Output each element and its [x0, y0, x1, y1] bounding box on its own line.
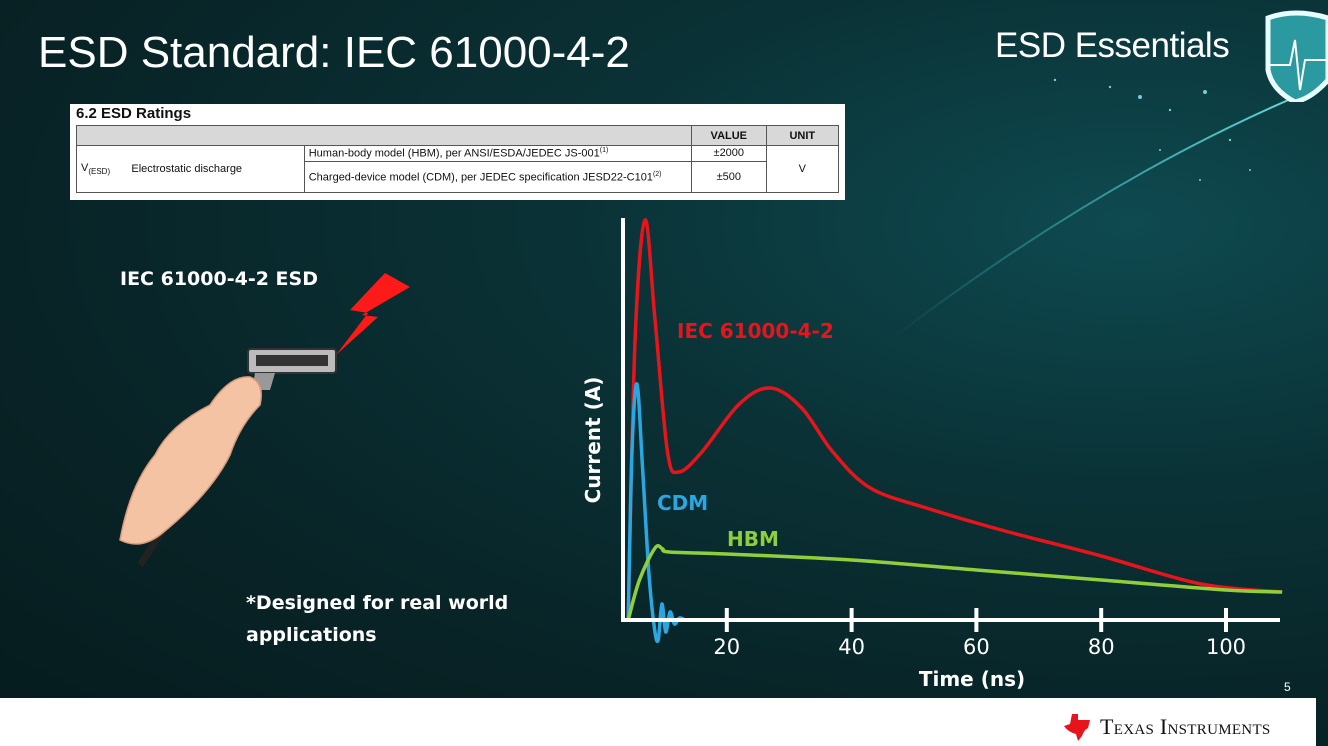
- value-cdm: ±500: [691, 160, 767, 193]
- x-tick-label: 100: [1206, 635, 1246, 659]
- current-vs-time-chart: 20 40 60 80 100 Time (ns) Current (A) IEC 61…: [581, 218, 1283, 691]
- series-label-cdm: CDM: [657, 491, 708, 515]
- symbol-cell: V(ESD): [76, 145, 128, 193]
- table-caption: 6.2 ESD Ratings: [76, 105, 192, 122]
- y-axis-label: Current (A): [581, 377, 605, 504]
- condition-hbm: Human-body model (HBM), per ANSI/ESDA/JE…: [303, 145, 693, 162]
- footer-bar: [0, 698, 1316, 746]
- x-tick-label: 80: [1088, 635, 1115, 659]
- series-line-iec-61000-4-2: [626, 218, 1283, 621]
- hand-holding-hdmi-cable: [119, 273, 410, 567]
- ti-logo: Texas Instruments: [1062, 712, 1271, 742]
- ti-logo-icon: [1064, 714, 1090, 741]
- brand-title: ESD Essentials: [995, 26, 1230, 65]
- x-tick-label: 60: [963, 635, 990, 659]
- x-tick-label: 20: [713, 635, 740, 659]
- page-number: 5: [1284, 680, 1291, 694]
- x-axis-label: Time (ns): [919, 667, 1025, 691]
- note-line-1: *Designed for real world: [246, 592, 509, 614]
- hand: [119, 376, 262, 545]
- header-unit: UNIT: [765, 125, 840, 146]
- ti-logo-text: Texas Instruments: [1100, 714, 1271, 739]
- shield-pulse-icon: [1265, 10, 1328, 102]
- header-value: VALUE: [691, 125, 767, 146]
- series-label-iec: IEC 61000-4-2: [677, 319, 834, 343]
- parameter-cell: Electrostatic discharge: [127, 145, 305, 193]
- series-line-cdm: [626, 382, 686, 644]
- slide-title: ESD Standard: IEC 61000-4-2: [38, 28, 630, 77]
- unit-cell: V: [765, 145, 840, 193]
- x-tick-label: 40: [838, 635, 865, 659]
- lightning-bolt-icon: [336, 273, 410, 355]
- note-line-2: applications: [246, 624, 377, 646]
- series-label-hbm: HBM: [727, 527, 779, 551]
- header-blank: [75, 125, 693, 146]
- condition-cdm: Charged-device model (CDM), per JEDEC sp…: [303, 160, 693, 193]
- esd-ratings-table: 6.2 ESD Ratings VALUE UNIT V(ESD) Electr…: [70, 104, 845, 200]
- series-line-hbm: [626, 544, 1283, 621]
- iec-esd-label: IEC 61000-4-2 ESD: [120, 268, 318, 290]
- value-hbm: ±2000: [691, 145, 767, 162]
